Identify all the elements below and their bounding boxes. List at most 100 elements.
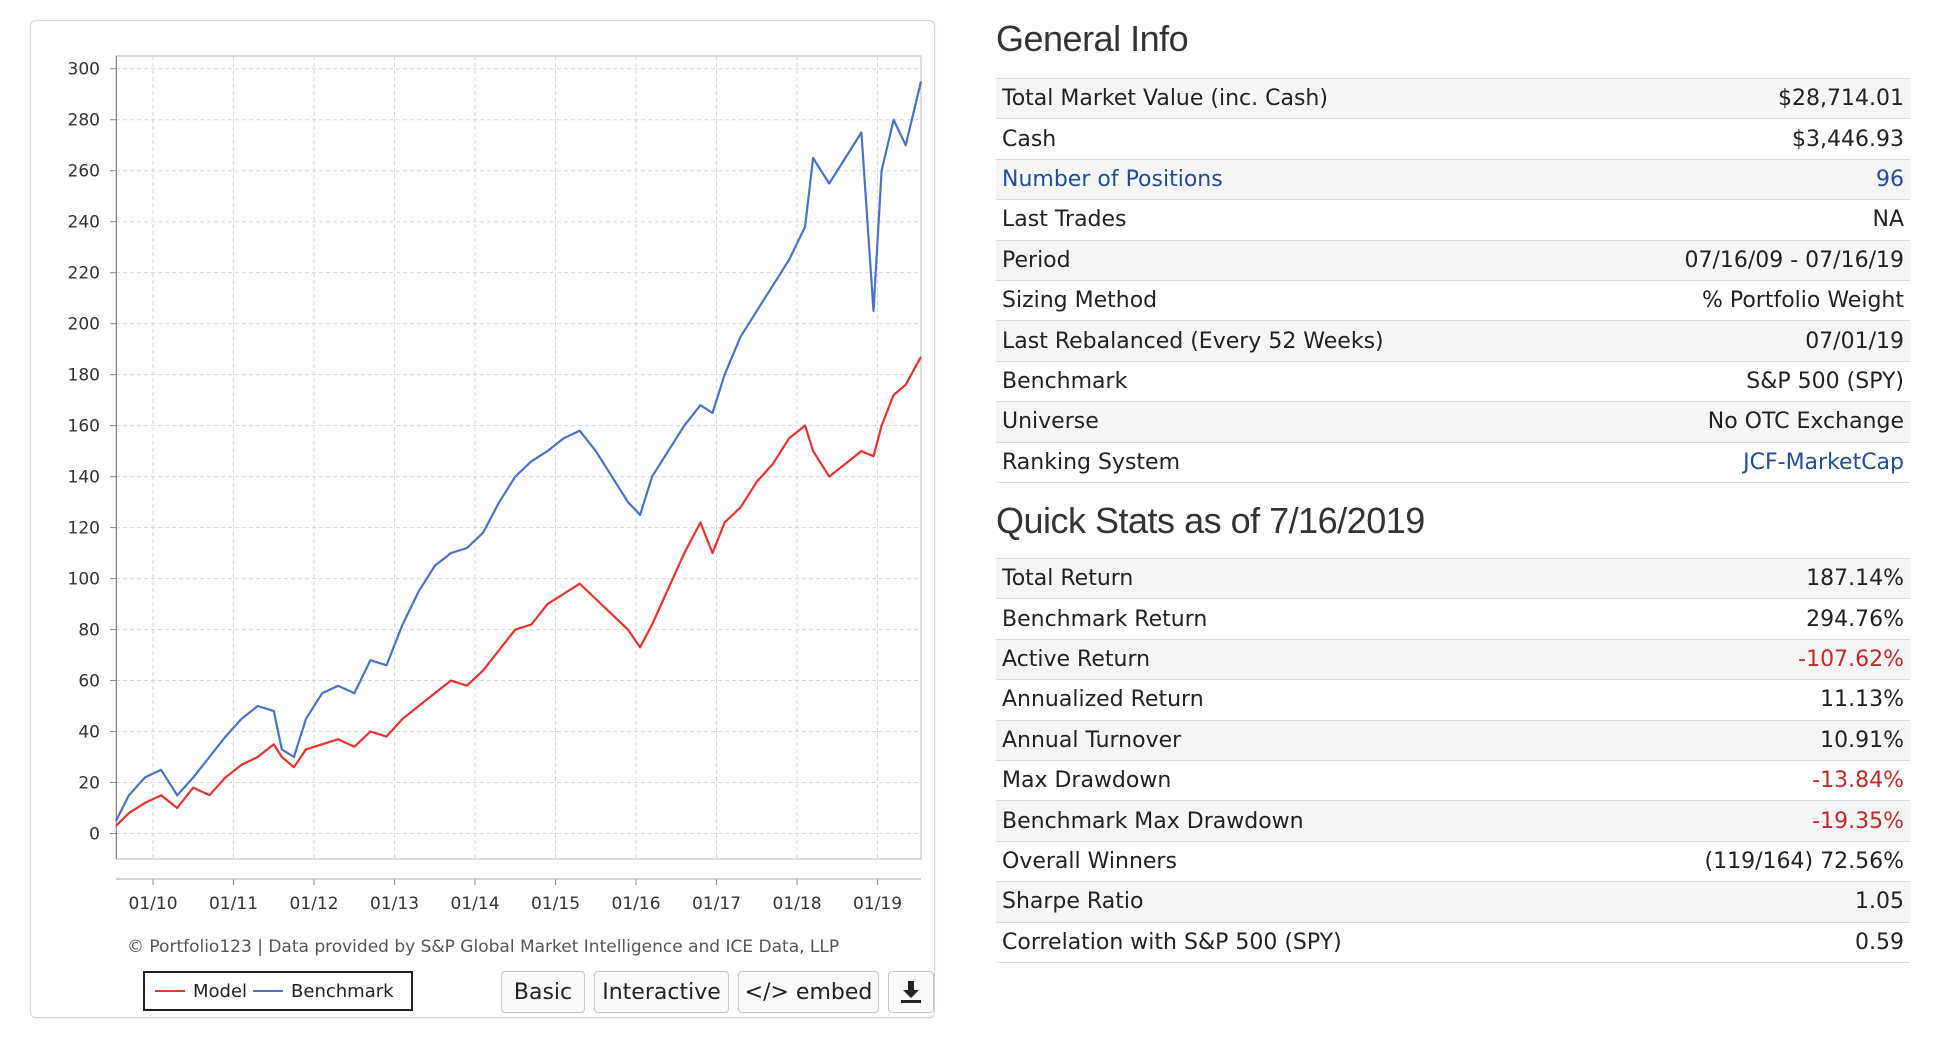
row-label: Annual Turnover	[1002, 727, 1182, 753]
row-value: 187.14%	[1806, 566, 1904, 592]
x-tick-label: 01/13	[370, 894, 419, 914]
table-row: Last Rebalanced (Every 52 Weeks) 07/01/19	[996, 320, 1910, 362]
y-tick-label: 40	[78, 723, 100, 743]
x-tick-label: 01/18	[773, 894, 822, 914]
table-row: Overall Winners (119/164) 72.56%	[996, 841, 1910, 881]
download-icon	[901, 981, 921, 1003]
row-value: 1.05	[1855, 889, 1904, 915]
row-value: NA	[1872, 207, 1904, 233]
number-of-positions-link[interactable]: Number of Positions	[1002, 166, 1223, 192]
row-value: -19.35%	[1812, 808, 1904, 834]
embed-chart-button[interactable]: </> embed	[738, 971, 879, 1013]
row-label: Active Return	[1002, 646, 1151, 672]
row-label: Benchmark	[1002, 368, 1128, 394]
y-tick-label: 20	[78, 774, 100, 794]
table-row: Max Drawdown -13.84%	[996, 760, 1910, 800]
row-label: Benchmark Max Drawdown	[1002, 808, 1304, 834]
y-tick-label: 120	[68, 519, 100, 539]
table-row: Annualized Return 11.13%	[996, 679, 1910, 720]
row-label: Correlation with S&P 500 (SPY)	[1002, 929, 1342, 955]
x-tick-label: 01/17	[692, 894, 741, 914]
plot-area	[115, 55, 922, 860]
row-label: Max Drawdown	[1002, 768, 1172, 794]
row-value: -107.62%	[1798, 646, 1904, 672]
x-tick-label: 01/10	[129, 894, 178, 914]
y-tick-label: 280	[68, 111, 100, 131]
row-label: Universe	[1002, 409, 1099, 435]
x-tick-label: 01/16	[612, 894, 661, 914]
row-label: Total Market Value (inc. Cash)	[1002, 86, 1328, 112]
table-row: Annual Turnover 10.91%	[996, 720, 1910, 761]
download-button[interactable]	[888, 971, 934, 1013]
table-row: Cash $3,446.93	[996, 118, 1910, 159]
x-tick-label: 01/11	[209, 894, 258, 914]
row-value: -13.84%	[1812, 768, 1904, 794]
model-legend-swatch	[155, 990, 185, 992]
chart-card: 0 20 40 60 80 100 120 140 160 180 200 220 240 260 280 3…	[30, 20, 935, 1018]
table-row: Ranking System JCF-MarketCap	[996, 442, 1910, 483]
row-label: Last Trades	[1002, 207, 1127, 233]
row-value: $28,714.01	[1778, 86, 1904, 112]
x-tick-label: 01/15	[531, 894, 580, 914]
row-value: 294.76%	[1806, 606, 1904, 632]
ranking-system-link[interactable]: JCF-MarketCap	[1743, 449, 1904, 475]
table-row: Total Return 187.14%	[996, 558, 1910, 599]
basic-chart-button[interactable]: Basic	[501, 971, 585, 1013]
table-row: Period 07/16/09 - 07/16/19	[996, 240, 1910, 281]
table-row: Universe No OTC Exchange	[996, 401, 1910, 443]
row-label: Sharpe Ratio	[1002, 889, 1144, 915]
table-row: Last Trades NA	[996, 199, 1910, 240]
quick-stats-table: Total Return 187.14% Benchmark Return 294.…	[996, 558, 1910, 963]
row-label: Sizing Method	[1002, 288, 1158, 314]
row-label: Cash	[1002, 126, 1057, 152]
row-value: 0.59	[1855, 929, 1904, 955]
y-tick-label: 300	[68, 60, 100, 80]
row-label: Ranking System	[1002, 449, 1181, 475]
row-label: Annualized Return	[1002, 687, 1204, 713]
row-label: Period	[1002, 247, 1071, 273]
row-value: $3,446.93	[1792, 126, 1904, 152]
benchmark-legend-label: Benchmark	[291, 980, 394, 1002]
data-credit: © Portfolio123 | Data provided by S&P Gl…	[127, 937, 840, 957]
y-tick-label: 100	[68, 570, 100, 590]
y-tick-label: 0	[89, 825, 100, 845]
y-tick-label: 60	[78, 672, 100, 692]
row-label: Benchmark Return	[1002, 606, 1208, 632]
y-tick-label: 200	[68, 315, 100, 335]
table-row: Correlation with S&P 500 (SPY) 0.59	[996, 922, 1910, 963]
row-label: Total Return	[1002, 566, 1134, 592]
x-tick-label: 01/19	[853, 894, 902, 914]
general-info-title: General Info	[996, 18, 1189, 59]
row-label: Overall Winners	[1002, 848, 1177, 874]
performance-chart[interactable]: 0 20 40 60 80 100 120 140 160 180 200 220 240 260 280 3…	[31, 21, 936, 961]
y-tick-label: 160	[68, 417, 100, 437]
table-row: Number of Positions 96	[996, 159, 1910, 200]
table-row: Sizing Method % Portfolio Weight	[996, 280, 1910, 320]
row-value: (119/164) 72.56%	[1704, 848, 1904, 874]
quick-stats-title: Quick Stats as of 7/16/2019	[996, 500, 1425, 541]
row-value: 10.91%	[1820, 727, 1904, 753]
row-value: S&P 500 (SPY)	[1746, 368, 1904, 394]
row-value: % Portfolio Weight	[1701, 288, 1904, 314]
model-series-line	[115, 356, 922, 827]
table-row: Benchmark S&P 500 (SPY)	[996, 361, 1910, 401]
table-row: Total Market Value (inc. Cash) $28,714.01	[996, 78, 1910, 119]
y-tick-label: 140	[68, 468, 100, 488]
table-row: Benchmark Max Drawdown -19.35%	[996, 800, 1910, 842]
row-value: 07/01/19	[1805, 328, 1904, 354]
y-tick-label: 180	[68, 366, 100, 386]
benchmark-legend-swatch	[253, 990, 284, 992]
table-row: Active Return -107.62%	[996, 639, 1910, 680]
y-tick-label: 240	[68, 213, 100, 233]
benchmark-series-line	[115, 81, 923, 822]
interactive-chart-button[interactable]: Interactive	[594, 971, 729, 1013]
x-tick-label: 01/12	[290, 894, 339, 914]
positions-count-link[interactable]: 96	[1876, 166, 1904, 192]
table-row: Benchmark Return 294.76%	[996, 598, 1910, 639]
row-value: No OTC Exchange	[1707, 409, 1904, 435]
y-tick-label: 260	[68, 162, 100, 182]
x-tick-label: 01/14	[451, 894, 500, 914]
y-tick-label: 80	[78, 621, 100, 641]
y-tick-label: 220	[68, 264, 100, 284]
row-value: 07/16/09 - 07/16/19	[1684, 247, 1904, 273]
